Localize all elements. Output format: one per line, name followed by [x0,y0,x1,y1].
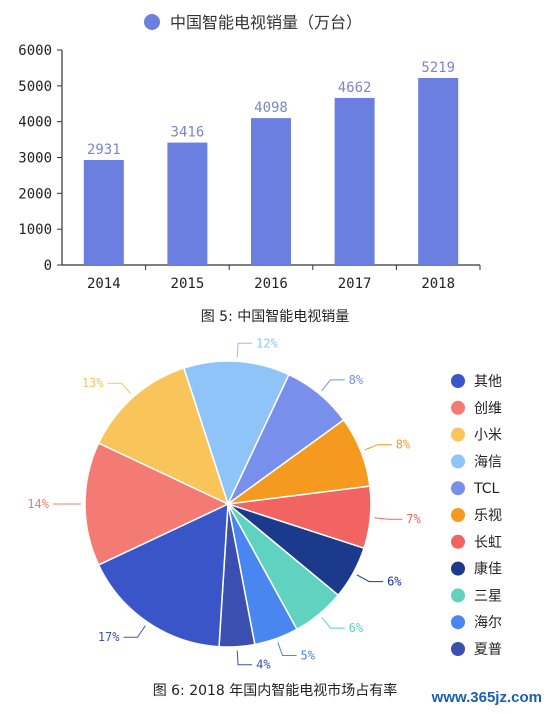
legend-marker [451,374,465,388]
pie-slice [97,367,230,506]
pie-percent-label: 6% [387,575,402,589]
fig5-caption: 图 5: 中国智能电视销量 [200,309,350,325]
fig6-caption: 图 6: 2018 年国内智能电视市场占有率 [152,683,398,699]
legend-marker [451,534,465,549]
legend-marker [451,454,465,469]
y-tick-label: 2000 [18,186,52,202]
pie-percent-label: 12% [256,336,278,350]
x-tick-label: 2017 [338,276,372,292]
legend-marker [451,427,465,442]
bar [418,77,459,265]
legend-label: 海信 [474,454,502,470]
legend-label: 三星 [474,588,502,604]
legend-marker [451,642,465,656]
watermark: www.365jz.com [431,689,542,706]
legend-label: 长虹 [474,535,502,551]
y-tick-label: 4000 [18,115,52,131]
pie-slice [227,373,345,505]
bar [251,118,291,265]
bar [334,97,375,265]
pie-slice [97,502,229,648]
pie-percent-label: 8% [396,438,411,452]
legend-marker [144,14,160,30]
pie-slice [182,360,290,507]
bar-value-label: 3416 [171,125,205,141]
y-tick-label: 1000 [18,222,52,238]
legend-marker [451,400,465,415]
bar-value-label: 4098 [254,100,288,116]
pie-leader-line [321,616,345,629]
x-tick-label: 2018 [421,276,455,292]
pie-slice [84,442,230,566]
x-tick-label: 2015 [171,276,205,292]
pie-percent-label: 8% [349,373,364,387]
bar-value-label: 2931 [87,142,121,158]
pie-leader-line [107,382,132,395]
pie-leader-line [374,517,403,520]
legend-label: 海尔 [474,615,502,631]
legend-label: 夏普 [474,642,502,658]
pie-leader-line [356,574,384,583]
pie-leader-line [321,379,345,392]
legend-marker [451,588,465,603]
legend-label: 康佳 [474,561,502,578]
legend-marker [451,561,465,576]
y-tick-label: 5000 [18,79,52,95]
x-tick-label: 2014 [87,276,121,292]
legend-marker [451,508,465,522]
legend-marker [451,615,465,630]
pie-leader-line [123,625,146,638]
pie-slice [227,503,365,597]
x-tick-label: 2016 [254,276,288,292]
legend-label: 中国智能电视销量（万台） [170,13,362,32]
legend-marker [451,481,465,496]
pie-slice [218,503,256,648]
pie-percent-label: 5% [301,648,316,662]
pie-leader-line [236,650,253,666]
legend-label: 乐视 [474,508,502,524]
y-tick-label: 6000 [18,43,52,59]
legend-label: 创维 [474,401,502,417]
pie-slice [227,503,340,631]
pie-leader-line [236,342,253,358]
pie-leader-line [364,444,392,451]
pie-slice [227,503,298,646]
pie-percent-label: 7% [406,512,421,526]
pie-leader-line [277,642,297,656]
bar-value-label: 4662 [338,80,372,96]
y-tick-label: 0 [44,258,52,274]
bar-value-label: 5219 [421,60,455,76]
pie-percent-label: 13% [82,376,104,390]
legend-label: 小米 [474,428,502,444]
legend-label: TCL [473,481,500,497]
bar [83,159,124,265]
bar-chart: 中国智能电视销量（万台） 0 1000 2000 3000 4000 5000 6000 293… [18,13,481,292]
bar [167,142,208,265]
pie-percent-label: 17% [98,630,120,644]
pie-percent-label: 6% [349,621,364,635]
pie-percent-label: 14% [27,497,49,511]
pie-percent-label: 4% [256,658,271,672]
pie-slice [227,418,371,505]
y-tick-label: 3000 [18,151,52,167]
pie-slice [227,485,372,550]
legend-label: 其他 [474,374,502,390]
